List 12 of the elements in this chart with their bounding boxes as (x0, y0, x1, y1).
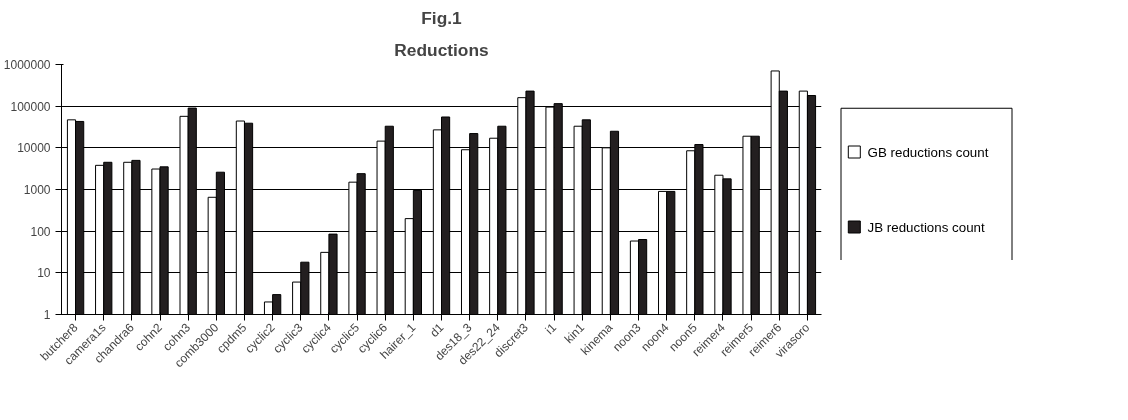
legend-label: GB reductions count (867, 144, 989, 160)
chart-subtitle: Reductions (394, 39, 489, 60)
y-tick-label: 100 (30, 224, 51, 239)
y-tick-label: 1 (43, 308, 51, 322)
y-tick-label: 10000 (17, 141, 51, 156)
y-tick-label: 100000 (10, 99, 51, 114)
y-tick-label: 1000 (23, 183, 51, 197)
legend-label: JB reductions count (867, 219, 985, 235)
y-tick-label: 10 (37, 266, 51, 281)
chart-title: Fig.1 (421, 7, 463, 28)
x-tick-label: i1 (542, 320, 560, 338)
y-tick-label: 1000000 (3, 58, 51, 72)
